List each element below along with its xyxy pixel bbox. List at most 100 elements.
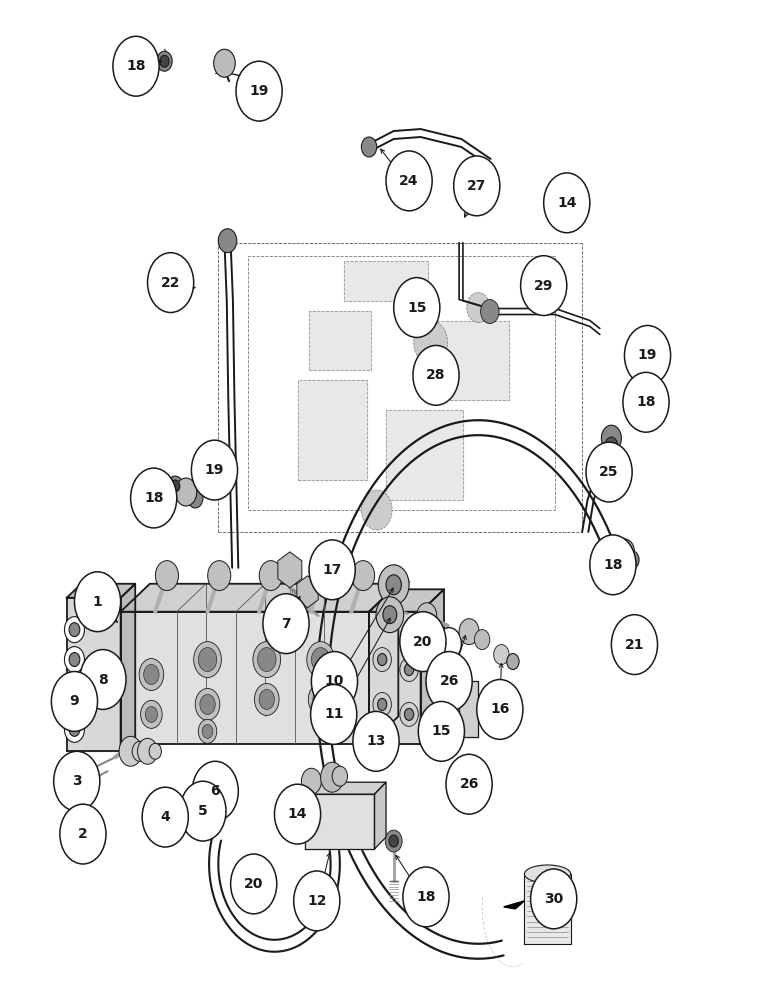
Circle shape — [400, 658, 418, 681]
Circle shape — [171, 480, 180, 492]
Circle shape — [373, 648, 391, 672]
Text: 28: 28 — [426, 368, 445, 382]
Circle shape — [311, 648, 330, 672]
Text: 12: 12 — [307, 894, 327, 908]
Text: 19: 19 — [638, 348, 657, 362]
Circle shape — [426, 652, 472, 711]
Circle shape — [586, 442, 632, 502]
Circle shape — [313, 689, 328, 709]
Circle shape — [69, 687, 80, 701]
Polygon shape — [374, 782, 386, 849]
Text: 24: 24 — [399, 174, 419, 188]
Circle shape — [311, 652, 357, 711]
Circle shape — [218, 229, 237, 253]
Text: 10: 10 — [325, 674, 344, 688]
Circle shape — [467, 293, 490, 322]
Circle shape — [275, 784, 320, 844]
Circle shape — [306, 642, 334, 678]
Circle shape — [157, 51, 172, 71]
Circle shape — [637, 333, 655, 357]
Circle shape — [389, 835, 398, 847]
Circle shape — [259, 561, 283, 591]
Text: 18: 18 — [127, 59, 146, 73]
Circle shape — [259, 689, 275, 709]
Polygon shape — [66, 584, 135, 598]
Circle shape — [52, 672, 97, 731]
Circle shape — [200, 694, 215, 714]
Circle shape — [385, 830, 402, 852]
Polygon shape — [524, 874, 571, 944]
Circle shape — [293, 871, 340, 931]
Circle shape — [386, 575, 401, 595]
Text: 5: 5 — [198, 804, 208, 818]
Text: 1: 1 — [93, 595, 103, 609]
Circle shape — [378, 565, 409, 605]
Circle shape — [65, 647, 84, 673]
Circle shape — [145, 706, 157, 722]
Circle shape — [137, 738, 157, 764]
Circle shape — [80, 650, 126, 709]
Circle shape — [132, 741, 147, 761]
Circle shape — [481, 300, 499, 323]
Circle shape — [60, 804, 106, 864]
Polygon shape — [369, 589, 444, 612]
Text: 18: 18 — [144, 491, 164, 505]
Text: 30: 30 — [544, 892, 564, 906]
Circle shape — [386, 151, 432, 211]
Text: 20: 20 — [244, 877, 263, 891]
Circle shape — [351, 561, 374, 591]
Polygon shape — [369, 584, 398, 744]
Circle shape — [208, 561, 231, 591]
Circle shape — [263, 594, 309, 654]
Circle shape — [418, 701, 465, 761]
Circle shape — [308, 683, 333, 715]
Polygon shape — [309, 311, 371, 370]
Text: 18: 18 — [636, 395, 655, 409]
Circle shape — [215, 447, 235, 473]
Polygon shape — [344, 261, 428, 301]
Circle shape — [378, 698, 387, 710]
Circle shape — [459, 619, 479, 645]
Circle shape — [139, 659, 164, 690]
Circle shape — [69, 653, 80, 667]
Circle shape — [530, 869, 577, 929]
Circle shape — [255, 683, 279, 715]
Text: 9: 9 — [69, 694, 80, 708]
Text: 8: 8 — [98, 673, 108, 687]
Circle shape — [198, 648, 217, 672]
Text: 11: 11 — [324, 707, 344, 721]
Text: 14: 14 — [288, 807, 307, 821]
Text: 3: 3 — [72, 774, 82, 788]
Circle shape — [180, 781, 226, 841]
Circle shape — [175, 478, 197, 506]
Circle shape — [454, 156, 499, 216]
Text: 16: 16 — [490, 702, 510, 716]
Circle shape — [413, 345, 459, 405]
Circle shape — [231, 854, 277, 914]
Circle shape — [424, 366, 452, 402]
Text: 26: 26 — [439, 674, 459, 688]
Circle shape — [198, 719, 217, 743]
Circle shape — [446, 754, 493, 814]
Circle shape — [601, 425, 621, 451]
Circle shape — [427, 372, 442, 392]
Circle shape — [434, 360, 449, 380]
Circle shape — [643, 384, 652, 396]
Circle shape — [202, 724, 213, 738]
Circle shape — [311, 561, 334, 591]
Circle shape — [69, 722, 80, 736]
Circle shape — [309, 540, 355, 600]
Text: 17: 17 — [323, 563, 342, 577]
Polygon shape — [431, 681, 479, 737]
Circle shape — [417, 603, 437, 629]
Circle shape — [310, 684, 357, 744]
Circle shape — [394, 278, 440, 337]
Circle shape — [493, 645, 509, 665]
Polygon shape — [120, 584, 135, 751]
Circle shape — [74, 572, 120, 632]
Text: 7: 7 — [281, 617, 291, 631]
Circle shape — [149, 743, 161, 759]
Circle shape — [191, 440, 238, 500]
Circle shape — [65, 716, 84, 742]
Circle shape — [400, 702, 418, 726]
